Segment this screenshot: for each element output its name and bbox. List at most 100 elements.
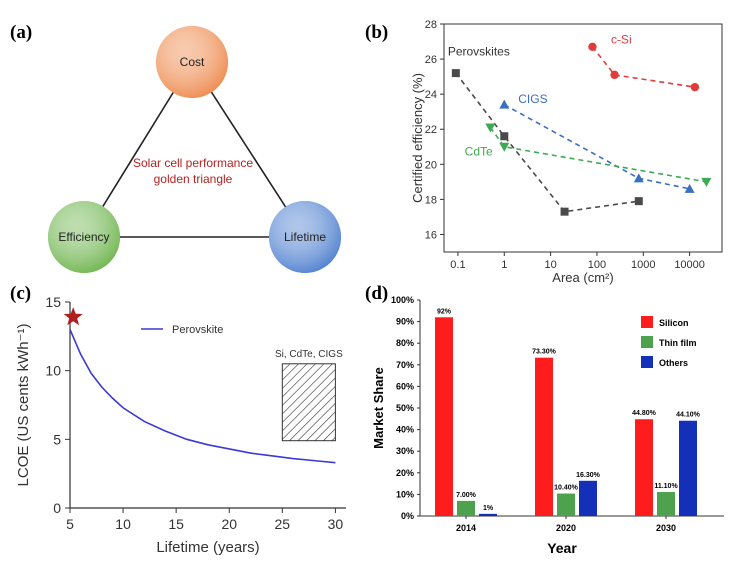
y-tick-label: 50% bbox=[396, 403, 414, 413]
x-tick-label: 2030 bbox=[656, 523, 676, 533]
legend-silicon-swatch bbox=[641, 316, 653, 328]
legend-perovskite-label: Perovskite bbox=[172, 324, 223, 336]
x-tick-label: 10000 bbox=[674, 259, 705, 271]
y-tick-label: 80% bbox=[396, 338, 414, 348]
y-tick-label: 18 bbox=[425, 194, 437, 206]
series-c-si-point bbox=[690, 82, 700, 92]
plot-frame bbox=[443, 23, 723, 253]
bar-data-label: 44.10% bbox=[676, 412, 701, 419]
y-tick-label: 15 bbox=[45, 294, 61, 310]
y-tick-label: 10 bbox=[45, 363, 61, 379]
series-perovskites-point bbox=[634, 197, 643, 206]
star-marker bbox=[63, 307, 83, 326]
y-tick-label: 28 bbox=[425, 19, 437, 31]
node-lifetime-shade bbox=[269, 201, 341, 273]
x-tick-label: 15 bbox=[168, 516, 184, 532]
x-tick-label: 1 bbox=[501, 259, 507, 271]
bar-data-label: 16.30% bbox=[576, 472, 601, 479]
x-tick-label: 25 bbox=[275, 516, 291, 532]
y-tick-label: 20% bbox=[396, 468, 414, 478]
x-tick-label: 5 bbox=[66, 516, 74, 532]
legend-thin-film-label: Thin film bbox=[659, 338, 697, 348]
y-tick-label: 70% bbox=[396, 360, 414, 370]
bar-thin-film bbox=[457, 500, 475, 516]
x-tick-label: 100 bbox=[588, 259, 606, 271]
series-cigs-point bbox=[684, 183, 695, 193]
bar-others bbox=[579, 480, 597, 516]
x-tick-label: 2014 bbox=[456, 523, 476, 533]
panel-a-triangle: (a) Cost Efficiency Lifetime Solar cell pe… bbox=[10, 22, 341, 273]
panel-b-label: (b) bbox=[365, 22, 388, 43]
series-perovskites-line bbox=[455, 72, 639, 213]
series-perovskites-point bbox=[451, 69, 460, 78]
series-cdte-point bbox=[499, 142, 510, 152]
series-perovskites-point bbox=[500, 132, 509, 141]
y-tick-label: 0% bbox=[401, 511, 414, 521]
panel-b-efficiency-chart: (b) 0.1 1 10 100 1000 10000 16 18 20 22 24 26 28 Area… bbox=[365, 19, 723, 285]
y-tick-label: 0 bbox=[53, 500, 61, 516]
bar-others bbox=[479, 513, 497, 516]
x-tick-label: 30 bbox=[328, 516, 344, 532]
series-cigs-point bbox=[633, 173, 644, 183]
y-tick-label: 90% bbox=[396, 317, 414, 327]
bar-data-label: 11.10% bbox=[654, 483, 678, 490]
node-lifetime-label: Lifetime bbox=[284, 230, 326, 244]
node-efficiency-shade bbox=[48, 201, 120, 273]
y-tick-label: 22 bbox=[425, 124, 437, 136]
bar-data-label: 92% bbox=[437, 308, 452, 315]
series-cdte-label: CdTe bbox=[465, 145, 493, 159]
series-cdte-point bbox=[701, 177, 712, 187]
panel-a-label: (a) bbox=[10, 22, 32, 43]
bar-data-label: 10.40% bbox=[554, 485, 579, 492]
y-tick-label: 10% bbox=[396, 489, 414, 499]
bar-data-label: 73.30% bbox=[532, 349, 557, 356]
triangle-title-line1: Solar cell performance bbox=[133, 156, 253, 170]
y-tick-label: 16 bbox=[425, 229, 437, 241]
hatched-region bbox=[281, 363, 336, 442]
x-tick-label: 2020 bbox=[556, 523, 576, 533]
y-tick-label: 30% bbox=[396, 446, 414, 456]
triangle-title-line2: golden triangle bbox=[154, 172, 233, 186]
x-tick-label: 10 bbox=[115, 516, 131, 532]
legend-silicon-label: Silicon bbox=[659, 318, 689, 328]
y-axis-title: Market Share bbox=[371, 367, 386, 449]
x-tick-label: 10 bbox=[544, 259, 556, 271]
y-tick-label: 40% bbox=[396, 425, 414, 435]
node-efficiency-label: Efficiency bbox=[58, 230, 109, 244]
legend-others-swatch bbox=[641, 356, 653, 368]
series-c-si-label: c-Si bbox=[611, 32, 632, 46]
series-perovskites-point bbox=[560, 207, 569, 216]
x-axis-title: Year bbox=[547, 540, 577, 556]
y-tick-label: 20 bbox=[425, 159, 437, 171]
y-axis-title: Certified efficiency (%) bbox=[410, 73, 425, 203]
panel-d-market-share-chart: (d) 0% 10% 20% 30% 40% 50% 60% 70% 80% 90% 100% Yea… bbox=[365, 283, 724, 556]
node-cost-shade bbox=[156, 26, 228, 98]
x-axis-title: Area (cm²) bbox=[552, 270, 613, 285]
bar-silicon bbox=[535, 357, 553, 516]
bar-silicon bbox=[635, 419, 653, 516]
y-axis-title: LCOE (US cents kWh⁻¹) bbox=[15, 324, 32, 487]
y-tick-label: 5 bbox=[53, 431, 61, 447]
perovskite-curve bbox=[69, 329, 336, 464]
bar-data-label: 44.80% bbox=[632, 410, 657, 417]
bar-silicon bbox=[435, 317, 453, 516]
bar-others bbox=[679, 420, 697, 516]
bar-data-label: 1% bbox=[483, 505, 494, 512]
legend-thin-film-swatch bbox=[641, 336, 653, 348]
hatched-region-label: Si, CdTe, CIGS bbox=[275, 349, 343, 360]
bar-thin-film bbox=[557, 493, 575, 516]
legend-others-label: Others bbox=[659, 358, 688, 368]
bar-thin-film bbox=[657, 492, 675, 516]
series-c-si-point bbox=[588, 42, 597, 51]
node-cost-label: Cost bbox=[180, 55, 205, 69]
series-perovskites-label: Perovskites bbox=[448, 45, 510, 59]
series-cdte-line bbox=[489, 127, 707, 183]
x-tick-label: 20 bbox=[221, 516, 237, 532]
x-axis-title: Lifetime (years) bbox=[156, 539, 259, 556]
y-tick-label: 26 bbox=[425, 54, 437, 66]
bar-data-label: 7.00% bbox=[456, 492, 477, 499]
series-cdte-point bbox=[485, 123, 496, 133]
panel-c-label: (c) bbox=[10, 283, 31, 304]
